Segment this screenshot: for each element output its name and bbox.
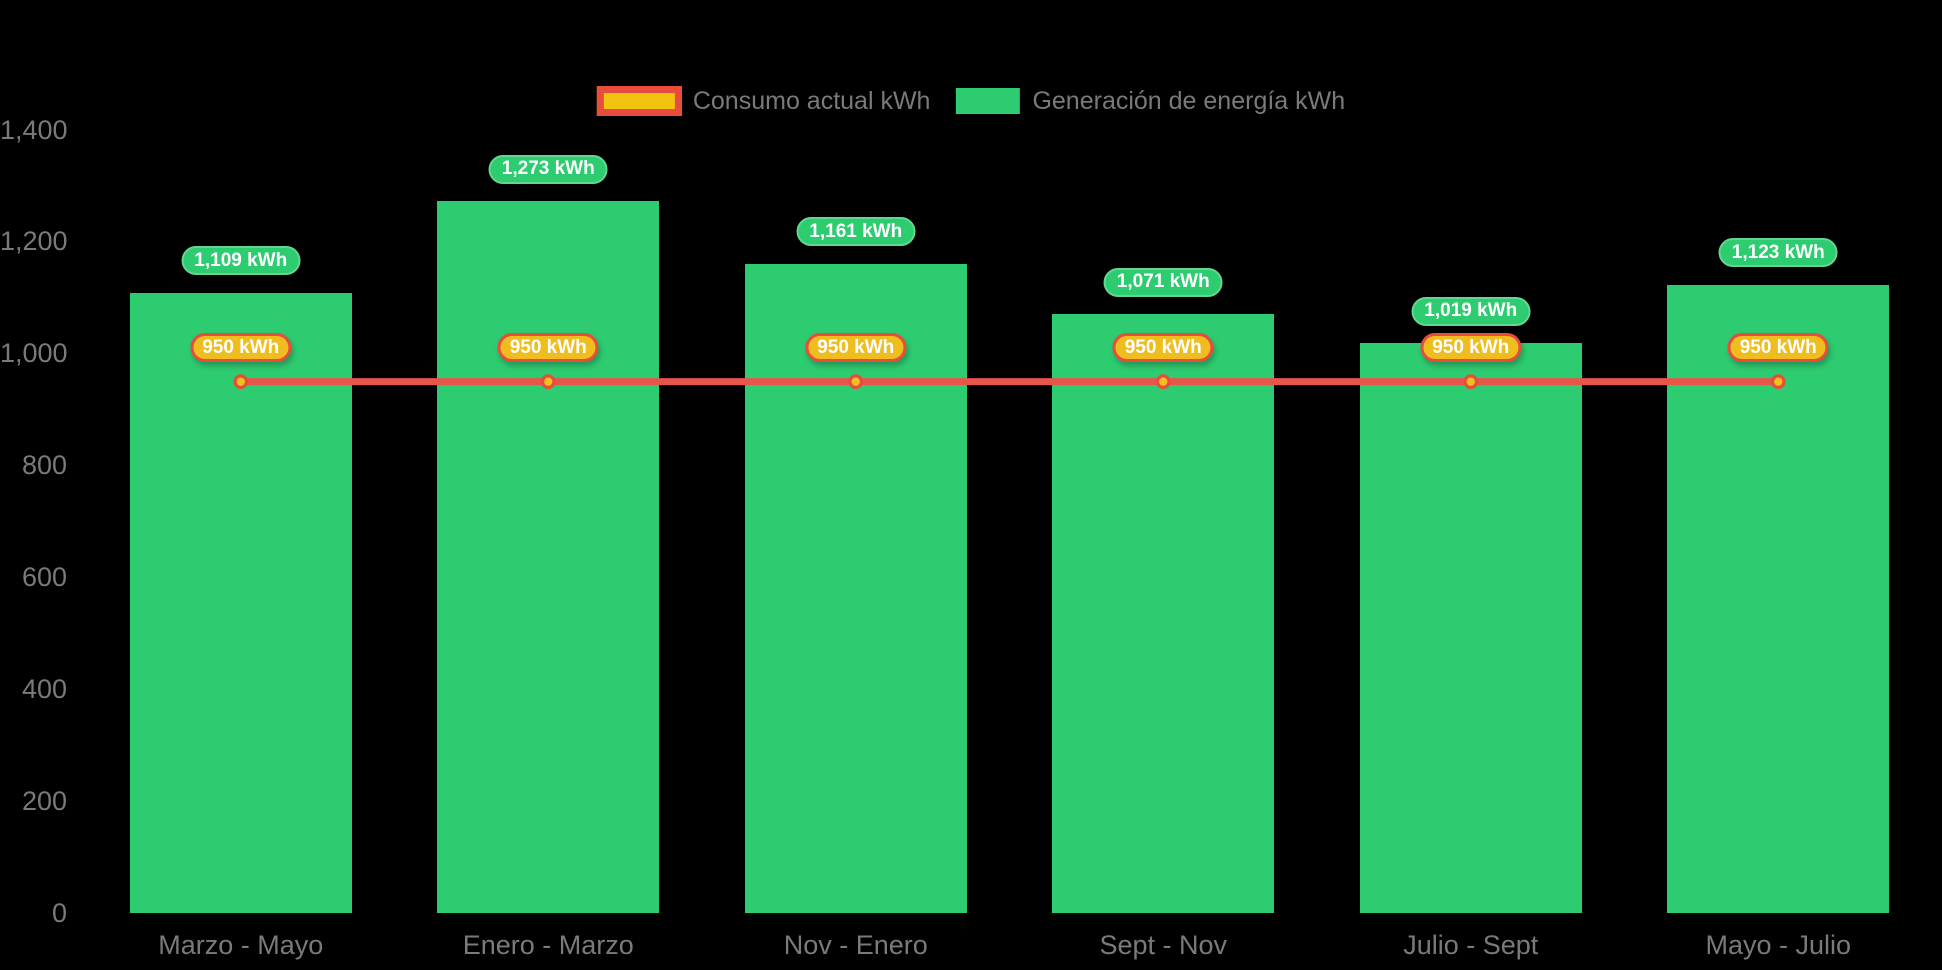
- generation-value-pill: 1,161 kWh: [796, 217, 916, 247]
- x-tick-label: Mayo - Julio: [1705, 930, 1852, 960]
- consumption-value-pill: 950 kWh: [805, 333, 907, 363]
- y-tick-label: 1,400: [0, 114, 68, 145]
- generation-value-pill: 1,109 kWh: [181, 246, 301, 276]
- generation-bar[interactable]: [1667, 284, 1890, 913]
- generation-bar[interactable]: [744, 263, 967, 913]
- legend-label-consumo: Consumo actual kWh: [692, 87, 931, 115]
- x-tick-label: Marzo - Mayo: [158, 930, 324, 960]
- generation-value-pill: 1,071 kWh: [1103, 267, 1223, 297]
- y-tick-label: 1,000: [0, 338, 68, 369]
- consumo-swatch-icon: [596, 86, 682, 116]
- legend-item-generacion[interactable]: Generación de energía kWh: [955, 86, 1345, 116]
- x-tick-label: Enero - Marzo: [462, 930, 634, 960]
- chart-legend: Consumo actual kWh Generación de energía…: [596, 86, 1345, 116]
- generation-value-pill: 1,123 kWh: [1718, 238, 1838, 268]
- consumption-value-pill: 950 kWh: [190, 333, 292, 363]
- generation-bar[interactable]: [1052, 314, 1275, 913]
- generation-bar[interactable]: [129, 292, 352, 913]
- generacion-swatch-icon: [955, 88, 1020, 114]
- consumption-value-pill: 950 kWh: [1420, 333, 1522, 363]
- legend-label-generacion: Generación de energía kWh: [1032, 87, 1346, 115]
- y-tick-label: 1,200: [0, 226, 68, 257]
- consumption-value-pill: 950 kWh: [1112, 333, 1214, 363]
- x-tick-label: Nov - Enero: [783, 930, 928, 960]
- y-tick-label: 800: [21, 450, 67, 481]
- y-tick-label: 0: [51, 897, 67, 928]
- y-tick-label: 200: [21, 785, 67, 816]
- legend-item-consumo[interactable]: Consumo actual kWh: [596, 86, 931, 116]
- y-tick-label: 600: [21, 561, 67, 592]
- x-tick-label: Sept - Nov: [1099, 930, 1228, 960]
- generation-value-pill: 1,019 kWh: [1411, 296, 1531, 326]
- consumption-value-pill: 950 kWh: [497, 333, 599, 363]
- generation-bar[interactable]: [437, 201, 660, 913]
- y-tick-label: 400: [21, 673, 67, 704]
- generation-bar[interactable]: [1359, 343, 1582, 913]
- x-tick-label: Julio - Sept: [1403, 930, 1539, 960]
- generation-value-pill: 1,273 kWh: [488, 154, 608, 184]
- consumption-value-pill: 950 kWh: [1727, 333, 1829, 363]
